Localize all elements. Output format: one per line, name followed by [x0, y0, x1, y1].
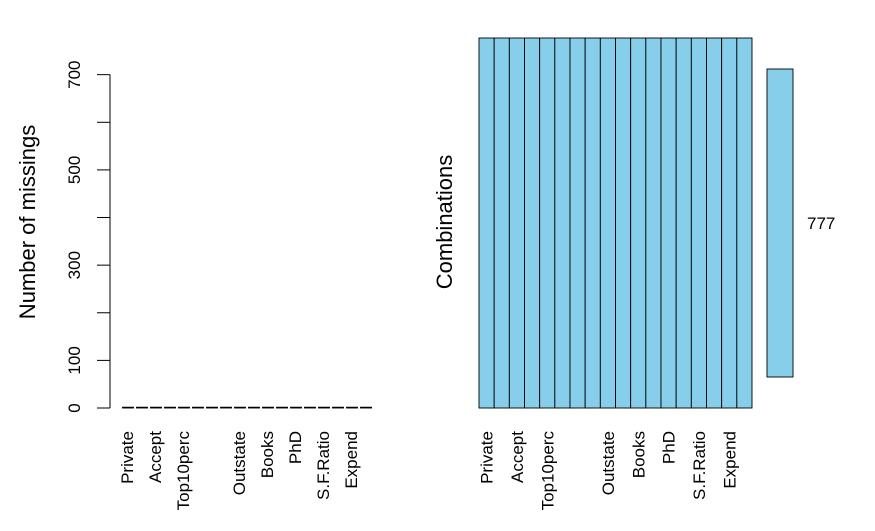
combination-grid — [478, 37, 753, 409]
y-tick-label-700: 700 — [65, 60, 84, 88]
combination-cell-grad-rate — [736, 37, 753, 409]
combination-cell-personal — [645, 37, 662, 409]
combination-cell-accept — [508, 37, 525, 409]
combination-cell-p-undergrad — [584, 37, 601, 409]
combination-cell-terminal — [675, 37, 692, 409]
x-tick-label-top10perc: Top10perc — [174, 431, 193, 511]
combination-x-label-books: Books — [629, 431, 648, 478]
x-tick-labels-right: Private Accept Top10perc Outstate Books PhD S.… — [478, 431, 740, 511]
bar-grad-rate — [360, 406, 372, 409]
bar-f-undergrad — [206, 406, 218, 409]
x-tick-label-accept: Accept — [146, 431, 165, 483]
bar-outstate — [234, 406, 246, 409]
bar-top10perc — [178, 406, 190, 409]
combination-x-label-private: Private — [478, 431, 497, 484]
missing-count-bars — [122, 406, 372, 409]
y-tick-label-300: 300 — [65, 251, 84, 279]
combination-x-label-phd: PhD — [660, 431, 679, 464]
x-tick-label-private: Private — [118, 431, 137, 484]
combination-frequency: 777 — [766, 68, 835, 378]
combination-x-label-accept: Accept — [508, 431, 527, 483]
combination-x-label-expend: Expend — [720, 431, 739, 489]
y-axis-title: Number of missings — [15, 125, 40, 319]
x-tick-label-s-f-ratio: S.F.Ratio — [314, 431, 333, 500]
combination-cell-room-board — [615, 37, 632, 409]
x-tick-label-books: Books — [258, 431, 277, 478]
bar-accept — [150, 406, 162, 409]
combination-frequency-bar — [766, 68, 794, 378]
bar-s-f-ratio — [318, 406, 330, 409]
missings-barplot-panel: 0 100 300 500 700 Private Accept Top10perc Outs… — [15, 60, 372, 510]
x-tick-labels: Private Accept Top10perc Outstate Books PhD S.… — [118, 431, 361, 511]
bar-p-undergrad — [220, 406, 232, 409]
combination-cell-f-undergrad — [569, 37, 586, 409]
combination-x-label-top10perc: Top10perc — [538, 431, 557, 511]
combinations-panel: 777 Private Accept Top10perc Outstate Books P… — [432, 37, 835, 511]
combination-cell-phd — [660, 37, 677, 409]
x-tick-label-expend: Expend — [342, 431, 361, 489]
combination-x-label-outstate: Outstate — [599, 431, 618, 495]
combination-x-label-s-f-ratio: S.F.Ratio — [690, 431, 709, 500]
combination-cell-top10perc — [539, 37, 556, 409]
x-tick-label-phd: PhD — [286, 431, 305, 464]
combination-cell-s-f-ratio — [690, 37, 707, 409]
bar-enroll — [164, 406, 176, 409]
bar-room-board — [248, 406, 260, 409]
y-tick-label-500: 500 — [65, 156, 84, 184]
combination-cell-perc-alumni — [706, 37, 723, 409]
bar-private — [122, 406, 134, 409]
combination-cell-apps — [493, 37, 510, 409]
y-axis-ticks: 0 100 300 500 700 — [65, 60, 110, 413]
combinations-axis-title: Combinations — [432, 155, 457, 290]
bar-phd — [290, 406, 302, 409]
bar-expend — [346, 406, 358, 409]
combination-cell-expend — [721, 37, 738, 409]
bar-books — [262, 406, 274, 409]
combination-cell-private — [478, 37, 495, 409]
combination-cell-outstate — [599, 37, 616, 409]
y-tick-label-100: 100 — [65, 346, 84, 374]
bar-personal — [276, 406, 288, 409]
combination-cell-enroll — [524, 37, 541, 409]
bar-terminal — [304, 406, 316, 409]
y-tick-label-0: 0 — [65, 403, 84, 412]
bar-perc-alumni — [332, 406, 344, 409]
combination-cell-top25perc — [554, 37, 571, 409]
bar-top25perc — [192, 406, 204, 409]
x-tick-label-outstate: Outstate — [230, 431, 249, 495]
bar-apps — [136, 406, 148, 409]
combination-count-label: 777 — [807, 214, 835, 233]
combination-cell-books — [630, 37, 647, 409]
